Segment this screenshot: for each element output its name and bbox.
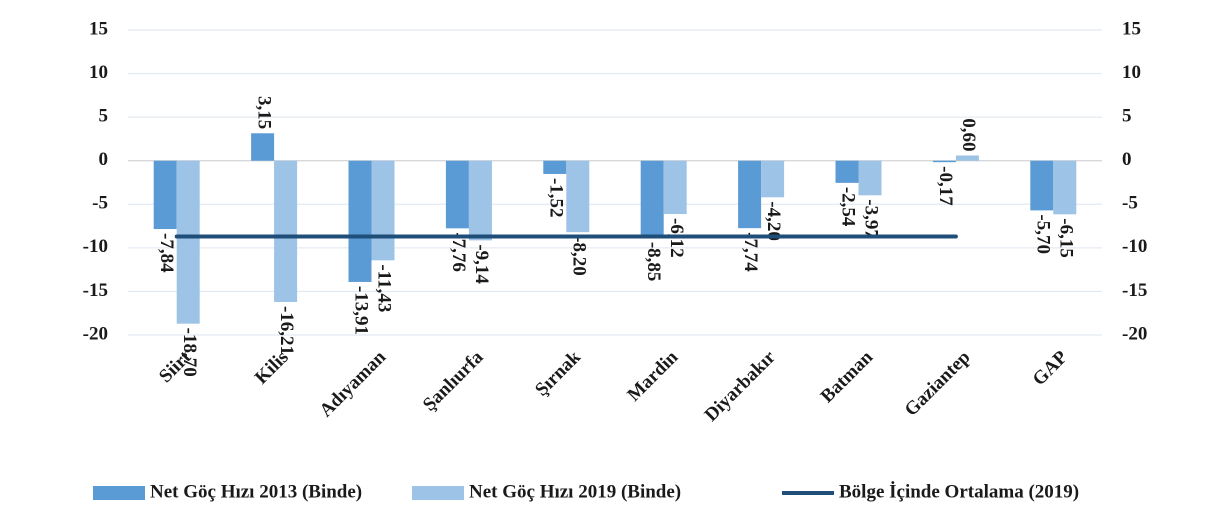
bar (738, 160, 762, 229)
y-tick-label: -20 (83, 323, 108, 344)
value-label: -9,14 (471, 244, 492, 284)
x-tick-label: Şanlıurfa (419, 346, 488, 415)
value-label: -7,74 (740, 232, 761, 272)
bar (955, 155, 979, 161)
value-label: -4,20 (763, 201, 784, 241)
value-label: -8,20 (568, 236, 589, 276)
x-tick-label: Diyarbakır (701, 346, 780, 425)
bar (348, 160, 372, 282)
bar (274, 160, 298, 302)
x-tick-label: Gaziantep (901, 347, 975, 421)
y-tick-label: -15 (83, 280, 108, 301)
y-tick-label: -10 (83, 236, 108, 257)
y2-tick-label: 0 (1122, 149, 1132, 170)
bar (468, 160, 492, 241)
bar (1053, 160, 1077, 215)
y-tick-label: 15 (89, 18, 108, 39)
y-tick-label: 0 (99, 149, 109, 170)
bar (566, 160, 590, 233)
y2-tick-label: 5 (1122, 106, 1132, 127)
value-label: 3,15 (253, 96, 274, 129)
bar (543, 160, 567, 174)
value-label: -8,85 (643, 242, 664, 282)
y-tick-label: -5 (92, 193, 108, 214)
value-label: -3,97 (861, 199, 882, 239)
value-label: -18,70 (179, 328, 200, 377)
value-label: -2,54 (838, 187, 859, 227)
legend-label: Net Göç Hızı 2019 (Binde) (469, 481, 681, 502)
value-label: 0,60 (958, 118, 979, 151)
y2-tick-label: -5 (1122, 193, 1138, 214)
value-label: -6,15 (1055, 218, 1076, 258)
y2-tick-label: 15 (1122, 18, 1141, 39)
value-label: -16,21 (276, 306, 297, 355)
bar (663, 160, 687, 215)
y2-tick-label: 10 (1122, 62, 1141, 83)
bar (932, 160, 956, 163)
value-label: -7,76 (448, 232, 469, 272)
value-label: -0,17 (935, 166, 956, 206)
bar (640, 160, 664, 238)
y2-tick-label: -20 (1122, 323, 1147, 344)
legend-label: Bölge İçinde Ortalama (2019) (839, 481, 1079, 502)
legend-swatch (93, 486, 145, 500)
y-tick-label: 5 (99, 106, 109, 127)
value-label: -11,43 (374, 264, 395, 312)
legend-swatch (412, 486, 464, 500)
value-label: -7,84 (156, 233, 177, 273)
bar (371, 160, 395, 261)
bar (251, 133, 275, 161)
bar (858, 160, 882, 196)
x-tick-label: GAP (1029, 346, 1072, 389)
bar (445, 160, 469, 229)
value-label: -5,70 (1032, 214, 1053, 254)
x-tick-label: Adıyaman (316, 346, 391, 421)
value-label: -1,52 (545, 178, 566, 218)
value-label: -13,91 (351, 286, 372, 335)
bar (1030, 160, 1054, 211)
y-tick-label: 10 (89, 62, 108, 83)
bar (176, 160, 200, 324)
x-tick-label: Batman (817, 346, 878, 407)
x-tick-label: Mardin (623, 346, 682, 405)
legend-label: Net Göç Hızı 2013 (Binde) (150, 481, 362, 502)
bar (153, 160, 177, 230)
bar (761, 160, 785, 198)
y2-tick-label: -15 (1122, 280, 1147, 301)
bar (835, 160, 859, 183)
x-tick-label: Şırnak (531, 346, 585, 400)
y2-tick-label: -10 (1122, 236, 1147, 257)
